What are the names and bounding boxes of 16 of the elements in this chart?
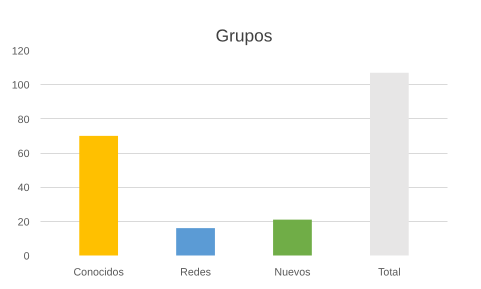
x-tick-label: Redes xyxy=(180,266,211,278)
chart-title: Grupos xyxy=(216,26,273,46)
y-tick-label: 120 xyxy=(12,46,30,58)
bar xyxy=(176,228,215,256)
y-tick-label: 0 xyxy=(24,250,30,262)
bar xyxy=(370,72,409,256)
bar xyxy=(273,220,312,256)
y-tick-label: 100 xyxy=(12,80,30,92)
x-tick-label: Total xyxy=(378,266,401,278)
y-tick-label: 60 xyxy=(18,148,30,160)
y-tick-label: 20 xyxy=(18,216,30,228)
x-tick-label: Conocidos xyxy=(73,266,124,278)
y-tick-label: 40 xyxy=(18,182,30,194)
y-tick-label: 80 xyxy=(18,114,30,126)
bar xyxy=(79,136,118,256)
x-tick-label: Nuevos xyxy=(274,266,311,278)
